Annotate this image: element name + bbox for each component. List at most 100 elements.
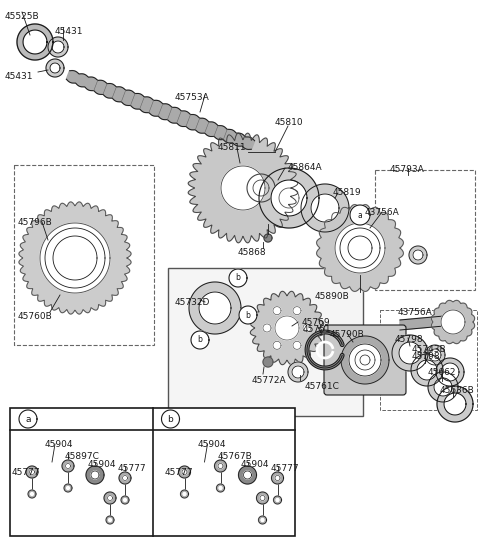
Polygon shape xyxy=(188,133,298,243)
Text: 45751: 45751 xyxy=(303,325,332,334)
Polygon shape xyxy=(180,490,189,498)
Text: 45431: 45431 xyxy=(55,27,84,36)
Text: 45796B: 45796B xyxy=(18,218,53,227)
Polygon shape xyxy=(425,345,445,365)
Polygon shape xyxy=(29,470,35,474)
Polygon shape xyxy=(303,324,311,332)
Polygon shape xyxy=(221,166,265,210)
Polygon shape xyxy=(256,492,268,504)
Polygon shape xyxy=(273,307,281,314)
Polygon shape xyxy=(348,236,372,260)
Polygon shape xyxy=(292,366,304,378)
Polygon shape xyxy=(40,223,110,293)
Text: 45798: 45798 xyxy=(395,335,424,344)
Text: b: b xyxy=(198,335,203,345)
Polygon shape xyxy=(259,168,319,228)
Polygon shape xyxy=(436,358,464,386)
Polygon shape xyxy=(437,386,473,422)
Polygon shape xyxy=(247,174,275,202)
Text: 45904: 45904 xyxy=(240,460,269,469)
Polygon shape xyxy=(276,498,279,501)
Polygon shape xyxy=(441,363,459,381)
Text: 45810: 45810 xyxy=(275,118,304,127)
Polygon shape xyxy=(239,306,257,324)
Text: 45525B: 45525B xyxy=(5,12,40,21)
Polygon shape xyxy=(355,350,375,370)
Polygon shape xyxy=(66,70,254,150)
Text: 45904: 45904 xyxy=(88,460,117,469)
Polygon shape xyxy=(50,63,60,73)
Polygon shape xyxy=(409,246,427,264)
Polygon shape xyxy=(444,393,466,415)
Polygon shape xyxy=(219,486,222,490)
Polygon shape xyxy=(349,344,381,376)
Polygon shape xyxy=(428,372,458,402)
Polygon shape xyxy=(45,228,105,288)
Text: 45636B: 45636B xyxy=(440,386,475,395)
Text: 45777: 45777 xyxy=(118,464,146,473)
Polygon shape xyxy=(288,362,308,382)
Polygon shape xyxy=(253,180,269,196)
Text: b: b xyxy=(168,414,173,424)
Polygon shape xyxy=(250,292,324,365)
Polygon shape xyxy=(317,205,403,292)
Polygon shape xyxy=(271,180,307,216)
Polygon shape xyxy=(108,496,112,501)
Polygon shape xyxy=(272,472,284,484)
Text: 45769: 45769 xyxy=(302,318,331,327)
Polygon shape xyxy=(229,269,247,287)
Text: 45864A: 45864A xyxy=(288,163,323,172)
Polygon shape xyxy=(183,492,186,496)
Text: 45793A: 45793A xyxy=(390,165,425,174)
Polygon shape xyxy=(191,331,209,349)
Text: 45890B: 45890B xyxy=(315,292,350,301)
Text: 45897C: 45897C xyxy=(65,452,100,461)
Polygon shape xyxy=(273,341,281,349)
Text: 45777: 45777 xyxy=(12,468,41,477)
Polygon shape xyxy=(31,492,34,496)
Text: 45753A: 45753A xyxy=(175,93,210,102)
Polygon shape xyxy=(46,59,64,77)
Polygon shape xyxy=(417,360,437,380)
FancyBboxPatch shape xyxy=(168,268,363,416)
Polygon shape xyxy=(239,466,256,484)
Polygon shape xyxy=(91,471,99,479)
Polygon shape xyxy=(279,188,299,208)
Polygon shape xyxy=(261,519,264,521)
Polygon shape xyxy=(413,250,423,260)
Text: 45431: 45431 xyxy=(5,72,34,81)
Polygon shape xyxy=(123,498,127,501)
Polygon shape xyxy=(62,460,74,472)
Polygon shape xyxy=(23,30,47,54)
Polygon shape xyxy=(17,24,53,60)
Polygon shape xyxy=(199,292,231,324)
Polygon shape xyxy=(293,341,301,349)
Polygon shape xyxy=(429,349,441,361)
Polygon shape xyxy=(260,496,265,501)
Polygon shape xyxy=(65,464,71,468)
Polygon shape xyxy=(301,184,349,232)
Polygon shape xyxy=(19,410,37,428)
Text: a: a xyxy=(25,414,31,424)
Text: a: a xyxy=(358,211,362,219)
Text: 45732D: 45732D xyxy=(175,298,210,307)
Text: 43756A: 43756A xyxy=(398,308,433,317)
Polygon shape xyxy=(399,342,421,364)
Text: 45868: 45868 xyxy=(238,248,266,257)
Polygon shape xyxy=(350,205,370,225)
Polygon shape xyxy=(216,484,225,492)
Polygon shape xyxy=(67,486,70,490)
Polygon shape xyxy=(52,41,64,53)
Text: 45772A: 45772A xyxy=(252,376,287,385)
Polygon shape xyxy=(122,476,128,480)
Text: 45819: 45819 xyxy=(333,188,361,197)
Polygon shape xyxy=(106,516,114,524)
Polygon shape xyxy=(441,310,465,334)
Polygon shape xyxy=(189,282,241,334)
Polygon shape xyxy=(275,476,280,480)
Polygon shape xyxy=(340,228,380,268)
Text: 45777: 45777 xyxy=(165,468,193,477)
Polygon shape xyxy=(218,464,223,468)
Polygon shape xyxy=(293,307,301,314)
Polygon shape xyxy=(119,472,131,484)
